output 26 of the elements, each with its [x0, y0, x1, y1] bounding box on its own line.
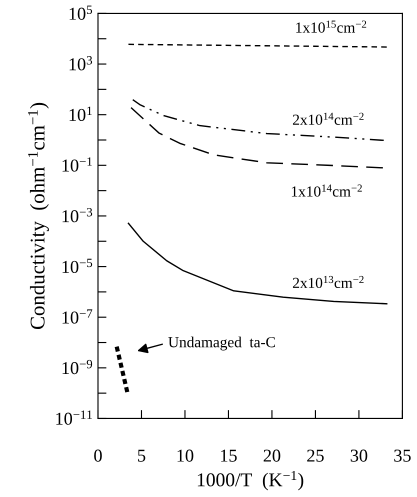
x-tick-label: 15 [221, 450, 237, 462]
x-tick-label: 30 [350, 450, 368, 462]
y-tick-label: 10$^{1}$ [70, 106, 92, 122]
x-tick-label: 20 [264, 450, 280, 462]
y-tick-label: 10$^{−7}$ [62, 309, 92, 324]
y-tick-label: 10$^{5}$ [70, 6, 92, 20]
y-axis-title: Conductivity (ohm$^{−1}$cm$^{−1}$) [28, 102, 49, 330]
x-tick-label: 25 [307, 450, 324, 462]
y-tick-label: 10$^{−11}$ [56, 410, 92, 425]
annotation: Undamaged ta-C [168, 336, 275, 350]
series-label: 2x10$^{14}$cm$^{−2}$ [292, 112, 364, 125]
y-tick-label: 10$^{−3}$ [62, 208, 92, 222]
y-tick-label: 10$^{−5}$ [62, 258, 92, 274]
x-tick-label: 10 [178, 450, 194, 462]
y-tick-label: 10$^{3}$ [70, 56, 92, 70]
line-series [130, 106, 386, 169]
series-label: 2x10$^{13}$cm$^{−2}$ [292, 276, 364, 288]
y-tick-label: 10$^{−9}$ [62, 360, 92, 374]
series-label: 1x10$^{15}$cm$^{−2}$ [296, 20, 366, 33]
x-tick-label: 0 [94, 450, 102, 462]
y-tick-label: 10$^{−1}$ [62, 157, 92, 172]
series-label: 1x10$^{14}$cm$^{−2}$ [292, 184, 362, 197]
x-axis-title: 1000/T (K$^{−1}$) [198, 470, 304, 490]
line-series [128, 222, 388, 304]
x-tick-label: 5 [138, 450, 146, 462]
x-tick-label: 35 [394, 450, 411, 462]
